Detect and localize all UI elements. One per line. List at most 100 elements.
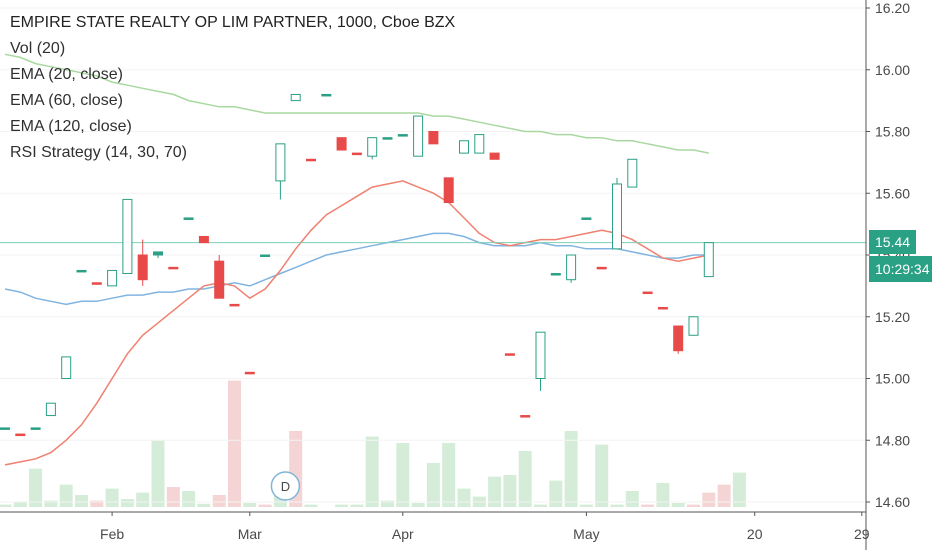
x-tick-label: May [573,526,599,542]
candle-body [214,260,225,299]
x-tick-label: 29 [854,526,870,542]
volume-bar [411,503,425,507]
candle [612,177,622,250]
y-tick-label: 15.00 [875,371,910,387]
candle [321,93,332,97]
candle-body [198,235,209,244]
legend-volume[interactable]: Vol (20) [10,40,66,57]
volume-bar [564,431,578,507]
symbol-title[interactable]: EMPIRE STATE REALTY OP LIM PARTNER, 1000… [10,14,456,31]
y-tick-label: 15.20 [875,309,910,325]
ema120-line [4,53,709,154]
candle-body [275,143,286,182]
candle-body [642,291,653,295]
candle [15,433,26,437]
volume-bar [105,488,119,507]
volume-bar [120,499,134,507]
candle-body [703,242,714,278]
candlesticks [0,93,714,437]
candle [137,239,148,286]
volume-bar [365,436,379,507]
volume-bar [732,472,746,507]
candle-body [229,303,240,307]
candle-body [351,152,362,156]
candle [45,402,56,417]
y-tick-label: 14.80 [875,432,910,448]
candle [290,93,301,102]
ema20-line [4,180,709,466]
candle-body [76,269,87,273]
legend-rsi-strategy[interactable]: RSI Strategy (14, 30, 70) [10,144,187,161]
candle [122,198,133,275]
ema60-line [4,232,709,306]
dividend-marker-label[interactable]: D [281,479,290,494]
candle-body [459,140,469,154]
candle-body [673,325,684,352]
volume-bar [426,463,440,507]
volume-bar [197,503,211,507]
candle [275,143,286,200]
volume-bars [0,380,746,507]
candle-body [45,402,56,417]
candle [153,251,163,259]
candle [183,217,194,220]
candle-body [260,254,271,257]
candle [627,158,638,188]
legend-ema60[interactable]: EMA (60, close) [10,92,123,109]
candle-body [382,137,393,140]
dividend-marker-circle[interactable] [270,471,301,501]
volume-bar [381,500,394,507]
dividend-marker[interactable]: D [270,471,301,501]
candle [382,137,393,140]
volume-bar [29,468,43,507]
bar-countdown-tag: 10:29:34 [869,256,932,282]
volume-bar [610,504,624,507]
candle [30,427,41,430]
legend-ema20[interactable]: EMA (20, close) [10,66,123,83]
candle [367,137,378,160]
candle [596,266,607,270]
volume-bar [44,500,58,507]
candle [566,254,577,283]
volume-bar [212,495,226,507]
candle [642,291,653,295]
volume-bar [503,475,517,507]
ema-lines [4,53,709,466]
candle-body [107,269,118,287]
candle-body [504,353,515,356]
candle-body [443,177,454,204]
candle-body [535,331,546,379]
legend-ema120[interactable]: EMA (120, close) [10,118,132,135]
candle-body [657,306,668,310]
candle-body [290,93,301,102]
x-tick-label: 20 [747,526,763,542]
volume-bar [702,492,716,507]
volume-bar [595,444,609,507]
candle [459,140,469,154]
last-price-tag: 15.44 [869,230,917,254]
volume-bar [182,491,196,507]
volume-bar [518,451,532,507]
candle [688,316,699,336]
volume-bar [75,495,88,507]
volume-bar [90,500,104,507]
candle [61,356,72,380]
volume-bar [442,443,456,507]
candle-body [397,134,408,137]
y-tick-label: 14.60 [875,494,910,510]
volume-bar [304,504,318,507]
candle [581,217,592,220]
volume-bar [151,440,165,507]
candle [443,177,454,204]
candle-body [183,217,194,220]
candle [107,269,118,287]
volume-bar [687,504,700,507]
candle [76,269,87,273]
candle [535,331,546,391]
volume-bar [488,476,502,507]
volume-bar [335,504,349,507]
candle-body [367,137,378,157]
x-tick-label: Apr [392,526,414,542]
volume-bar [534,504,547,507]
